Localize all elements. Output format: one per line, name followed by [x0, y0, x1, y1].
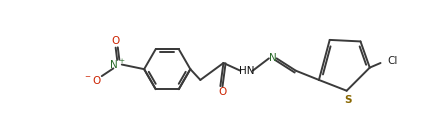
Text: S: S [344, 95, 352, 105]
Text: $^-$O: $^-$O [83, 74, 102, 86]
Text: HN: HN [239, 66, 254, 76]
Text: N: N [269, 53, 276, 63]
Text: O: O [218, 87, 227, 97]
Text: N$^+$: N$^+$ [109, 58, 126, 71]
Text: Cl: Cl [388, 56, 398, 66]
Text: O: O [112, 36, 120, 46]
